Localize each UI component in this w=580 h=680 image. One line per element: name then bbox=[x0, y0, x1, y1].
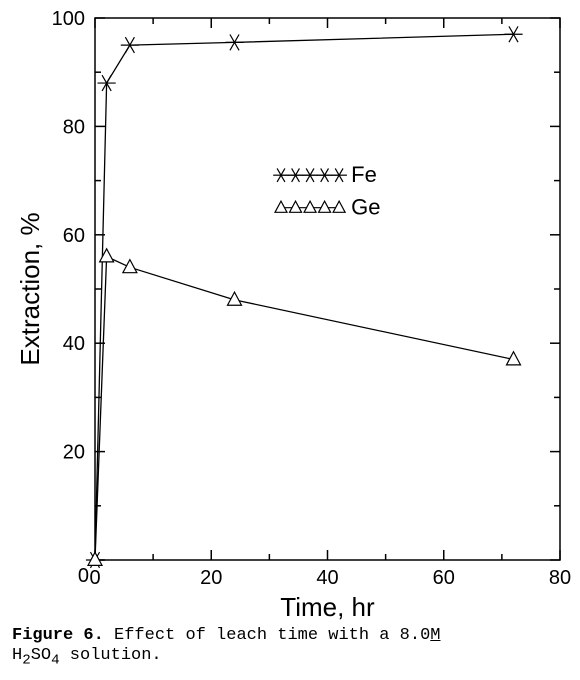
svg-text:20: 20 bbox=[200, 567, 222, 589]
caption-lead: Figure 6. bbox=[12, 626, 104, 645]
svg-text:Time, hr: Time, hr bbox=[280, 592, 375, 622]
svg-text:Extraction, %: Extraction, % bbox=[15, 212, 45, 365]
caption-text: Effect of leach time with a 8.0 bbox=[104, 626, 430, 645]
legend-row-ge: Ge bbox=[275, 195, 380, 220]
series-fe bbox=[86, 26, 523, 568]
svg-text:Fe: Fe bbox=[351, 162, 377, 187]
series-ge bbox=[88, 249, 521, 566]
svg-text:0: 0 bbox=[78, 565, 89, 587]
svg-text:60: 60 bbox=[433, 567, 455, 589]
caption-formula: H2SO4 solution. bbox=[12, 646, 162, 665]
svg-text:100: 100 bbox=[52, 8, 85, 30]
svg-text:Ge: Ge bbox=[351, 195, 380, 220]
svg-text:60: 60 bbox=[63, 225, 85, 247]
svg-text:20: 20 bbox=[63, 442, 85, 464]
legend-row-fe: Fe bbox=[273, 162, 377, 187]
svg-text:80: 80 bbox=[63, 116, 85, 138]
figure-caption: Figure 6. Effect of leach time with a 8.… bbox=[12, 626, 568, 668]
extraction-chart: 0 20 40 60 80 20 40 60 80 100 0 Time, hr Extraction,… bbox=[0, 0, 580, 680]
svg-text:40: 40 bbox=[316, 567, 338, 589]
svg-text:0: 0 bbox=[89, 567, 100, 589]
svg-text:80: 80 bbox=[549, 567, 571, 589]
caption-molar: M bbox=[430, 626, 440, 645]
svg-text:40: 40 bbox=[63, 333, 85, 355]
